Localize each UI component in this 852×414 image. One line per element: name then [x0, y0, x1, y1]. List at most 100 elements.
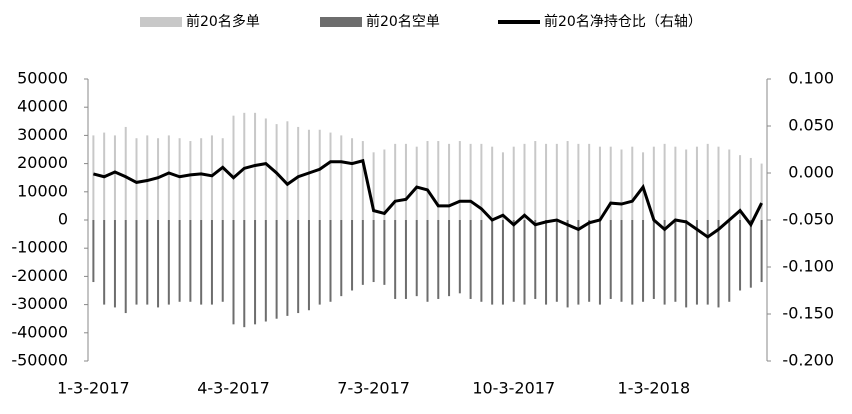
bar: [243, 112, 246, 220]
bar: [566, 220, 569, 308]
bar: [598, 220, 601, 305]
bar: [749, 157, 752, 220]
bar: [113, 220, 116, 308]
y2-tick-label: 0.050: [788, 116, 834, 135]
bar: [124, 220, 127, 314]
bar: [555, 220, 558, 302]
bar: [167, 220, 170, 305]
bar: [717, 146, 720, 220]
bar: [383, 149, 386, 220]
bar: [631, 146, 634, 220]
x-tick-label: 4-3-2017: [197, 379, 270, 398]
bar: [588, 220, 591, 302]
bar: [609, 146, 612, 220]
bar: [307, 220, 310, 311]
bar: [469, 143, 472, 220]
bar: [146, 220, 149, 305]
bar: [361, 220, 364, 285]
y-tick-label: -20000: [11, 266, 68, 285]
y-tick-label: 30000: [17, 125, 68, 144]
bar: [685, 149, 688, 220]
bar: [351, 138, 354, 220]
bar: [512, 146, 515, 220]
bar: [695, 220, 698, 305]
bar: [92, 135, 95, 220]
bar: [243, 220, 246, 328]
bar: [674, 146, 677, 220]
bar: [232, 220, 235, 325]
bar: [458, 141, 461, 220]
bar: [351, 220, 354, 291]
bar: [372, 220, 375, 283]
bar: [717, 220, 720, 308]
legend-label: 前20名空单: [366, 13, 440, 30]
bar: [426, 141, 429, 220]
bar: [620, 220, 623, 302]
bar: [448, 220, 451, 297]
line: [93, 158, 763, 239]
bar: [555, 143, 558, 220]
bar: [318, 129, 321, 220]
bar: [264, 220, 267, 322]
y2-tick-label: -0.200: [782, 351, 834, 370]
bar: [189, 220, 192, 302]
bar: [318, 220, 321, 305]
bar: [652, 146, 655, 220]
bar: [221, 138, 224, 220]
bar: [695, 146, 698, 220]
x-tick-label: 1-3-2017: [57, 379, 130, 398]
bar: [512, 220, 515, 302]
bar: [566, 141, 569, 220]
bar: [598, 146, 601, 220]
y-tick-label: 10000: [17, 181, 68, 200]
bar: [297, 126, 300, 220]
bar: [739, 220, 742, 291]
y-tick-label: -10000: [11, 238, 68, 257]
bar: [404, 220, 407, 299]
x-tick-label: 10-3-2017: [472, 379, 555, 398]
bar: [167, 135, 170, 220]
bar: [221, 220, 224, 302]
y2-tick-label: -0.100: [782, 257, 834, 276]
bar: [415, 146, 418, 220]
bar: [329, 132, 332, 220]
bar: [448, 143, 451, 220]
bar: [404, 143, 407, 220]
bar: [480, 143, 483, 220]
y2-tick-label: 0.100: [788, 69, 834, 88]
bar: [254, 220, 257, 325]
bar: [415, 220, 418, 297]
bar: [760, 163, 763, 220]
bar: [469, 220, 472, 299]
bar: [609, 220, 612, 299]
bar: [501, 152, 504, 220]
bar: [577, 143, 580, 220]
bar: [264, 118, 267, 220]
bar: [286, 121, 289, 220]
bar: [361, 141, 364, 220]
bar: [210, 220, 213, 305]
y-tick-label: 50000: [17, 69, 68, 88]
bar: [706, 143, 709, 220]
bar: [501, 220, 504, 305]
bar: [200, 220, 203, 305]
bar: [92, 220, 95, 283]
y-tick-label: 40000: [17, 97, 68, 116]
y-tick-label: -40000: [11, 322, 68, 341]
bar: [491, 220, 494, 305]
bar: [157, 220, 160, 308]
bar: [534, 141, 537, 220]
bar: [749, 220, 752, 288]
bar: [728, 220, 731, 302]
bar: [297, 220, 300, 314]
bar: [437, 220, 440, 299]
bar: [394, 143, 397, 220]
bar: [491, 146, 494, 220]
bar: [340, 220, 343, 297]
bar: [124, 126, 127, 220]
bar: [480, 220, 483, 302]
y-tick-label: 0: [58, 210, 68, 229]
bar: [674, 220, 677, 302]
bar: [340, 135, 343, 220]
